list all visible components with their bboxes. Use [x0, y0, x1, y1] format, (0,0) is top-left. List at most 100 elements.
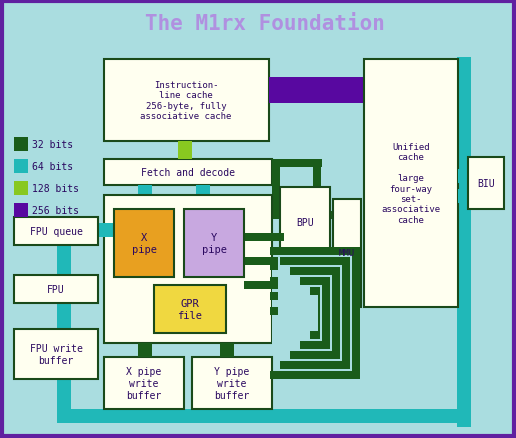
Bar: [456, 165, 466, 184]
Bar: [270, 371, 360, 379]
Text: 128 bits: 128 bits: [32, 184, 79, 194]
Bar: [272, 159, 280, 219]
Bar: [270, 371, 345, 379]
Bar: [244, 281, 284, 290]
Bar: [310, 287, 320, 295]
Text: GPR
file: GPR file: [178, 299, 202, 320]
Bar: [196, 195, 210, 343]
Bar: [300, 277, 330, 285]
Text: MMU: MMU: [339, 249, 355, 258]
Text: FPU: FPU: [47, 284, 65, 294]
Bar: [342, 277, 350, 379]
Text: Instruction-
line cache
256-byte, fully
associative cache: Instruction- line cache 256-byte, fully …: [140, 81, 232, 121]
Bar: [310, 331, 320, 339]
Bar: [270, 247, 360, 255]
Bar: [57, 357, 71, 409]
Text: Fetch and decode: Fetch and decode: [141, 168, 235, 177]
Bar: [300, 341, 330, 349]
Bar: [333, 200, 361, 307]
Bar: [57, 299, 71, 329]
Text: X pipe
write
buffer: X pipe write buffer: [126, 367, 162, 400]
Bar: [272, 212, 337, 219]
Bar: [184, 209, 244, 277]
Text: Y
pipe: Y pipe: [202, 233, 227, 254]
Bar: [154, 285, 226, 333]
Bar: [269, 78, 419, 104]
Bar: [104, 159, 272, 186]
Bar: [270, 292, 345, 300]
Bar: [114, 209, 174, 277]
Text: FPU write
buffer: FPU write buffer: [29, 343, 83, 365]
Bar: [14, 329, 98, 379]
Bar: [178, 141, 192, 159]
Bar: [57, 259, 71, 423]
Bar: [298, 276, 332, 351]
Bar: [270, 247, 360, 255]
Text: 32 bits: 32 bits: [32, 140, 73, 150]
Bar: [364, 60, 458, 307]
Bar: [347, 262, 355, 379]
Bar: [57, 245, 71, 276]
Bar: [14, 138, 28, 152]
Bar: [220, 343, 234, 357]
Bar: [280, 361, 350, 369]
Bar: [290, 267, 340, 276]
Bar: [196, 186, 210, 195]
Bar: [272, 159, 322, 168]
Bar: [270, 277, 350, 285]
Bar: [312, 295, 318, 331]
Bar: [313, 159, 321, 212]
Bar: [458, 170, 468, 184]
Bar: [244, 258, 284, 265]
Bar: [457, 58, 471, 427]
Bar: [457, 409, 471, 423]
Bar: [272, 300, 337, 371]
Text: The M1rx Foundation: The M1rx Foundation: [145, 14, 385, 34]
Bar: [278, 255, 352, 371]
Bar: [138, 186, 152, 195]
Bar: [308, 285, 322, 341]
Bar: [244, 233, 284, 241]
Bar: [288, 265, 342, 361]
Bar: [104, 195, 272, 343]
Text: 256 bits: 256 bits: [32, 205, 79, 215]
Bar: [272, 315, 332, 371]
Text: Y pipe
write
buffer: Y pipe write buffer: [214, 367, 250, 400]
Bar: [57, 409, 457, 423]
Bar: [332, 267, 340, 359]
Bar: [71, 223, 138, 237]
Bar: [104, 60, 269, 141]
Text: 64 bits: 64 bits: [32, 162, 73, 172]
Bar: [322, 277, 330, 349]
Bar: [270, 371, 360, 379]
Bar: [270, 307, 340, 315]
Text: BIU: BIU: [477, 179, 495, 189]
Bar: [312, 287, 320, 339]
Bar: [337, 208, 345, 219]
Bar: [280, 187, 330, 258]
Bar: [342, 258, 350, 369]
Bar: [280, 258, 350, 265]
Bar: [458, 190, 468, 204]
Text: FPU queue: FPU queue: [29, 226, 83, 237]
Bar: [270, 371, 350, 379]
Bar: [14, 276, 98, 303]
Bar: [14, 182, 28, 195]
Bar: [138, 343, 152, 357]
Bar: [272, 270, 347, 371]
Bar: [468, 158, 504, 209]
Bar: [290, 351, 340, 359]
Bar: [138, 195, 152, 343]
Bar: [14, 218, 98, 245]
Bar: [272, 285, 342, 371]
Bar: [14, 159, 28, 173]
Bar: [270, 371, 340, 379]
Text: X
pipe: X pipe: [132, 233, 156, 254]
Bar: [270, 262, 355, 270]
Bar: [270, 371, 355, 379]
Bar: [14, 204, 28, 218]
Bar: [456, 187, 466, 208]
Text: Unified
cache

large
four-way
set-
associative
cache: Unified cache large four-way set- associ…: [381, 143, 441, 224]
Bar: [352, 247, 360, 379]
Bar: [337, 292, 345, 379]
